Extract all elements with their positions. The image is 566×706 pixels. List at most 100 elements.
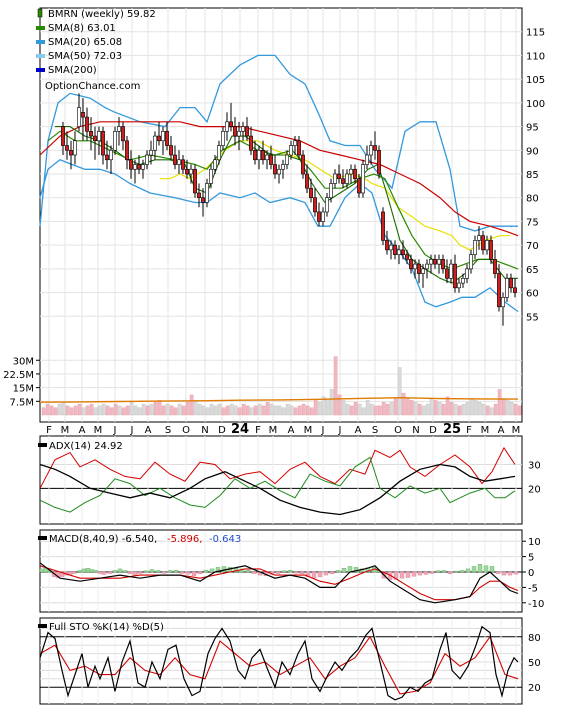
candle-body — [477, 235, 481, 241]
volume-tick-label: 7.5M — [9, 397, 34, 408]
candle-body — [301, 154, 305, 175]
volume-bar — [397, 367, 402, 416]
legend-label: SMA(200) — [48, 65, 97, 76]
price-tick-label: 105 — [526, 75, 545, 86]
volume-bar — [81, 407, 86, 416]
candle-body — [317, 211, 321, 222]
macd-histogram-bar — [411, 571, 417, 577]
volume-bar — [97, 405, 102, 416]
adx-panel-frame — [39, 435, 523, 525]
candle-body — [373, 145, 377, 151]
candle-body — [309, 187, 313, 199]
candle-body — [253, 149, 257, 161]
macd-histogram-bar — [215, 567, 221, 573]
volume-bar — [425, 403, 430, 416]
volume-bar — [149, 403, 154, 416]
macd-histogram-bar — [85, 568, 91, 573]
candle-body — [181, 159, 185, 170]
macd-histogram-bar — [311, 571, 317, 579]
candle-body — [489, 240, 493, 260]
bollinger-lower-line — [39, 159, 519, 313]
price-tick-label: 110 — [526, 51, 545, 62]
macd-histogram-bar — [405, 571, 411, 578]
volume-bar — [365, 400, 370, 416]
volume-bar — [389, 402, 394, 416]
candle-body — [113, 131, 117, 151]
macd-histogram-bar — [127, 571, 133, 575]
volume-bar — [369, 403, 374, 416]
adx-legend-swatch — [38, 443, 47, 447]
macd-histogram-bar — [341, 568, 347, 573]
x-tick-label: M — [512, 425, 521, 436]
volume-bar — [193, 400, 198, 416]
price-panel-frame — [39, 7, 523, 423]
candle-body — [81, 112, 85, 118]
macd-histogram-bar — [459, 570, 465, 573]
x-tick-label: S — [165, 425, 171, 436]
macd-histogram-bar — [429, 571, 435, 574]
adx-di-plus-line — [39, 446, 516, 489]
candle-body — [133, 164, 137, 170]
candle-body — [193, 168, 197, 194]
x-tick-label: S — [372, 425, 378, 436]
candle-body — [245, 126, 249, 137]
x-tick-label: N — [412, 425, 419, 436]
macd-tick-label: -10 — [528, 599, 544, 610]
price-tick-label: 65 — [526, 265, 539, 276]
candle-body — [341, 178, 345, 184]
sto-panel: 20 50 80 Full STO %K(14) %D(5) — [38, 620, 541, 704]
candle-body — [93, 135, 97, 142]
x-axis: F M A M J J A S O N D 24 F M A M J J A S O N D 25 F M A M — [46, 422, 520, 437]
x-tick-label: M — [94, 425, 103, 436]
macd-histogram-bar — [465, 568, 471, 573]
x-tick-label: J — [321, 425, 325, 436]
macd-histogram-bar — [93, 570, 99, 573]
volume-bar — [293, 407, 298, 416]
macd-histogram-bar — [122, 570, 128, 573]
candle-body — [169, 145, 173, 156]
volume-bar — [401, 392, 406, 416]
sto-panel-frame — [39, 617, 523, 705]
candle-body — [417, 263, 421, 274]
volume-bar — [281, 407, 286, 416]
volume-bar — [373, 405, 378, 416]
x-tick-label: M — [481, 425, 490, 436]
x-tick-label: O — [182, 425, 190, 436]
macd-histogram-bar — [197, 571, 203, 575]
volume-bar — [357, 403, 362, 416]
volume-bar — [73, 405, 78, 416]
volume-bar — [349, 405, 354, 416]
macd-histogram-bar — [77, 570, 83, 573]
candle-body — [61, 126, 65, 146]
volume-bar — [189, 394, 194, 416]
volume-bar — [69, 407, 74, 416]
candle-body — [357, 178, 361, 194]
macd-histogram-bar — [317, 571, 323, 578]
macd-histogram-bar — [483, 565, 489, 573]
legend-label: SMA(20) 65.08 — [48, 37, 122, 48]
macd-histogram-bar — [435, 570, 441, 573]
price-tick-label: 75 — [526, 217, 539, 228]
y-axis-volume: 30M 22.5M 15M 7.5M — [3, 356, 40, 408]
candle-body — [473, 240, 477, 255]
volume-bar — [473, 400, 478, 416]
volume-bar — [205, 407, 210, 416]
bollinger-upper-line — [39, 54, 518, 232]
x-tick-label: J — [338, 425, 342, 436]
macd-histogram-bar — [335, 570, 341, 573]
volume-bar — [377, 405, 382, 416]
macd-histogram-bar — [399, 571, 405, 579]
candle-body — [397, 249, 401, 255]
volume-bar — [309, 407, 314, 416]
candle-body — [469, 254, 473, 270]
candle-body — [129, 159, 133, 170]
macd-histogram-bar — [71, 571, 77, 574]
macd-panel: -10 -5 0 5 10 MACD(8,40,9) -6.540, -5.896, -0.6… — [38, 532, 544, 612]
candle-body — [333, 173, 337, 184]
macd-histogram-bar — [423, 571, 429, 575]
macd-signal-value: -5.896, — [167, 534, 202, 545]
volume-bar — [165, 403, 170, 416]
candle-body — [369, 145, 373, 156]
volume-bar — [433, 400, 438, 416]
